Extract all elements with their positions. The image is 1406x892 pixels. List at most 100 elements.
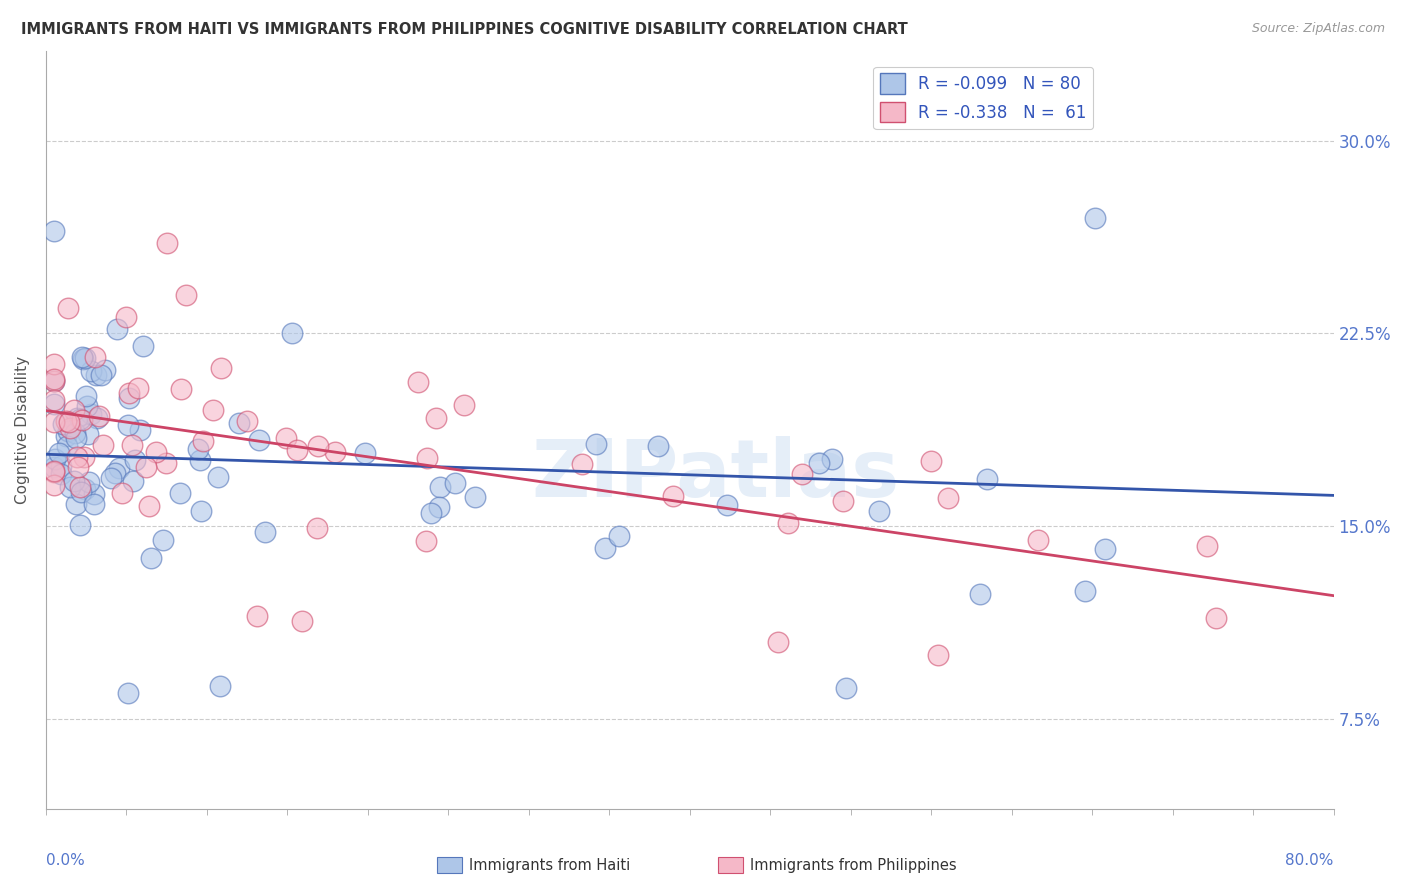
Point: [69, 480, 91, 494]
Point: [190, 453, 212, 467]
Point: [969, 587, 991, 601]
Point: [647, 439, 669, 453]
Point: [607, 529, 630, 543]
Point: [832, 493, 855, 508]
Point: [42, 415, 65, 429]
Point: [44, 451, 66, 466]
Point: [76, 400, 98, 414]
Point: [464, 490, 486, 504]
Point: [291, 615, 314, 629]
Y-axis label: Cognitive Disability: Cognitive Disability: [15, 356, 30, 504]
Point: [1026, 533, 1049, 548]
Point: [145, 445, 167, 459]
Point: [124, 453, 146, 467]
Point: [110, 485, 132, 500]
Point: [425, 410, 447, 425]
Point: [42, 374, 65, 388]
Point: [84, 368, 107, 382]
Point: [135, 459, 157, 474]
Point: [716, 499, 738, 513]
Point: [79, 475, 101, 490]
Point: [65, 425, 87, 440]
Point: [190, 504, 212, 518]
Point: [104, 466, 127, 480]
Point: [1205, 611, 1227, 625]
Point: [453, 398, 475, 412]
Point: [42, 372, 65, 386]
Point: [406, 375, 429, 389]
Point: [129, 423, 152, 437]
Point: [59, 421, 82, 435]
Point: [127, 381, 149, 395]
Point: [187, 442, 209, 456]
Point: [208, 679, 231, 693]
Point: [307, 439, 329, 453]
Point: [42, 357, 65, 371]
Point: [236, 414, 259, 428]
Point: [766, 635, 789, 649]
Point: [59, 480, 82, 494]
Point: [585, 437, 607, 451]
Point: [254, 524, 277, 539]
Point: [228, 416, 250, 430]
Point: [51, 458, 73, 473]
Point: [920, 454, 942, 468]
Point: [191, 434, 214, 448]
Point: [87, 409, 110, 423]
Point: [429, 480, 451, 494]
Point: [66, 460, 89, 475]
Point: [307, 521, 329, 535]
Point: [94, 362, 117, 376]
Point: [353, 445, 375, 459]
Point: [86, 410, 108, 425]
Point: [595, 541, 617, 555]
Point: [108, 460, 131, 475]
Point: [105, 322, 128, 336]
Point: [100, 471, 122, 485]
Point: [416, 450, 439, 465]
Point: [170, 383, 193, 397]
Point: [70, 413, 93, 427]
Point: [117, 417, 139, 432]
Point: [49, 467, 72, 481]
Point: [117, 686, 139, 700]
Point: [868, 504, 890, 518]
Point: [139, 551, 162, 566]
Point: [938, 491, 960, 505]
Point: [70, 485, 93, 500]
Point: [571, 457, 593, 471]
Point: [429, 500, 451, 514]
Text: ZIPatlas: ZIPatlas: [531, 436, 900, 515]
Point: [69, 412, 91, 426]
Point: [1094, 542, 1116, 557]
Point: [155, 456, 177, 470]
Point: [91, 438, 114, 452]
Point: [122, 475, 145, 489]
Point: [156, 236, 179, 251]
Point: [118, 391, 141, 405]
Point: [209, 360, 232, 375]
Point: [63, 403, 86, 417]
Point: [121, 438, 143, 452]
Point: [42, 459, 65, 474]
Point: [115, 310, 138, 325]
Point: [66, 450, 89, 464]
Point: [83, 350, 105, 364]
Point: [52, 417, 75, 431]
Point: [662, 489, 685, 503]
Point: [201, 402, 224, 417]
Text: Source: ZipAtlas.com: Source: ZipAtlas.com: [1251, 22, 1385, 36]
Point: [42, 392, 65, 407]
Point: [420, 506, 443, 520]
Point: [169, 486, 191, 500]
Text: Immigrants from Philippines: Immigrants from Philippines: [751, 858, 957, 872]
Point: [65, 431, 87, 445]
Point: [174, 288, 197, 302]
Point: [55, 429, 77, 443]
Point: [69, 518, 91, 533]
Point: [83, 487, 105, 501]
Point: [72, 450, 94, 464]
Point: [246, 609, 269, 624]
Point: [58, 415, 80, 429]
Point: [285, 443, 308, 458]
